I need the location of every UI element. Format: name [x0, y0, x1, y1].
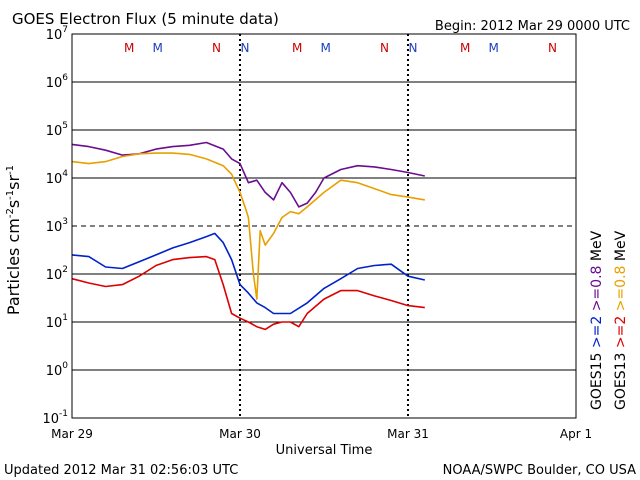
legend-item: MeV	[613, 230, 629, 265]
x-tick-label: Mar 30	[219, 427, 261, 441]
ylabel-s: s	[4, 200, 23, 208]
legend-item: GOES13	[613, 353, 629, 410]
ylabel-exp1: -2	[5, 208, 16, 218]
y-tick-label: 106	[46, 73, 69, 91]
y-tick-label: 107	[46, 25, 68, 43]
series-line	[71, 152, 425, 300]
x-tick-label: Mar 31	[387, 427, 429, 441]
plot-frame	[71, 33, 577, 419]
y-tick-label: 105	[46, 121, 68, 139]
series-line	[71, 255, 425, 331]
legend-item: >=2	[613, 316, 629, 353]
data-source: NOAA/SWPC Boulder, CO USA	[443, 463, 636, 478]
y-tick-label: 103	[46, 217, 68, 235]
y-tick-labels: 10-1 100 101 102 103 104 105 106 107	[42, 25, 68, 427]
mn-marker: M	[292, 41, 302, 55]
mn-marker: M	[153, 41, 163, 55]
x-tick-labels: Mar 29 Mar 30 Mar 31 Apr 1	[51, 427, 592, 441]
legend-item: >=2	[589, 316, 605, 353]
legend-column: GOES15 >=2 >=0.8 MeV	[589, 230, 605, 410]
mn-marker: N	[380, 41, 389, 55]
updated-timestamp: Updated 2012 Mar 31 02:56:03 UTC	[4, 463, 238, 478]
y-axis-label: Particles cm-2s-1sr-1	[4, 165, 23, 315]
mn-marker: N	[212, 41, 221, 55]
chart-title: GOES Electron Flux (5 minute data)	[12, 10, 279, 28]
mn-marker: N	[548, 41, 557, 55]
legend-item: >=0.8	[613, 266, 629, 316]
ylabel-base: Particles cm	[4, 218, 23, 315]
series-line	[71, 141, 425, 208]
mn-marker: M	[321, 41, 331, 55]
ylabel-sr: sr	[4, 175, 23, 190]
y-tick-label: 104	[46, 169, 69, 187]
mn-marker: N	[409, 41, 418, 55]
series-line	[71, 232, 425, 315]
mn-marker: M	[124, 41, 134, 55]
legend-item: >=0.8	[589, 266, 605, 316]
series-lines	[71, 141, 425, 331]
legend-item: GOES15	[589, 353, 605, 410]
legend-column: GOES13 >=2 >=0.8 MeV	[613, 230, 629, 410]
day-boundary-markers	[239, 34, 409, 418]
ylabel-exp2: -1	[5, 190, 16, 200]
grid-lines	[72, 33, 576, 419]
y-tick-label: 101	[46, 313, 68, 331]
mn-marker: M	[460, 41, 470, 55]
y-tick-label: 10-1	[42, 409, 68, 427]
mn-marker: M	[489, 41, 499, 55]
begin-time: Begin: 2012 Mar 29 0000 UTC	[435, 19, 630, 34]
x-tick-label: Apr 1	[560, 427, 592, 441]
x-axis-label: Universal Time	[276, 443, 373, 458]
y-tick-label: 100	[46, 361, 69, 379]
ylabel-exp3: -1	[5, 165, 16, 175]
mn-marker: N	[241, 41, 250, 55]
x-tick-label: Mar 29	[51, 427, 93, 441]
y-tick-label: 102	[46, 265, 68, 283]
legend-item: MeV	[589, 230, 605, 265]
